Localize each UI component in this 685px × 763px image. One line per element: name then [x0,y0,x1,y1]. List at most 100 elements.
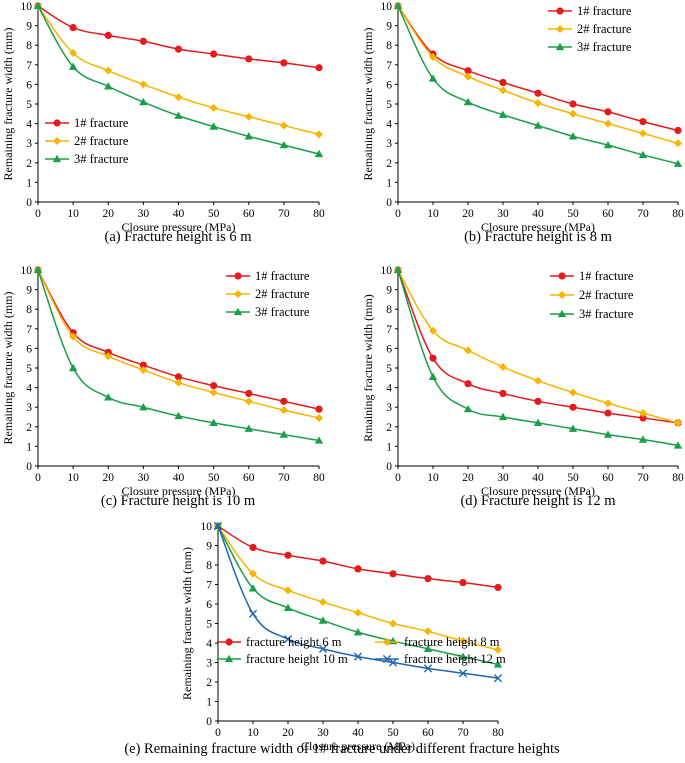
legend: 1# fracture 2# fracture 3# fracture [226,269,310,319]
data-point-s1-6 [604,108,612,116]
chart-caption: (a) Fracture height is 6 m [105,229,253,245]
legend-label: 1# fracture [255,269,310,283]
y-tick-label: 5 [386,99,392,111]
data-point-s2-6 [244,112,253,121]
data-point-s2-2 [104,66,113,75]
chart-caption: (e) Remaining fracture width of 1# fract… [124,741,560,757]
y-tick-label: 3 [26,138,32,150]
x-tick-label: 40 [173,208,185,220]
data-point-s1-1 [69,23,77,32]
x-tick-label: 30 [317,727,329,739]
data-point-s2-4 [534,99,542,108]
data-point-s1-4 [174,373,183,381]
data-point-s3-2 [283,603,293,612]
x-tick-label: 80 [313,472,325,484]
data-point-s2-8 [674,139,682,148]
data-point-s2-6 [244,397,253,406]
data-point-s3-1 [428,74,438,82]
legend-marker [224,654,234,663]
y-tick-label: 9 [26,285,32,297]
y-tick-label: 8 [206,560,212,572]
data-point-s2-5 [569,388,577,397]
chart-panel-4: 0 1 2 3 4 5 6 7 8 9 10 0 10 20 30 40 50 60 70 80 Closure pre… [361,265,684,509]
data-point-s2-6 [604,399,612,408]
data-point-s3-7 [638,435,648,443]
data-point-s2-2 [464,346,472,355]
legend-marker [558,291,566,299]
x-tick-label: 80 [313,208,325,220]
x-tick-label: 70 [278,472,290,484]
legend-label: 3# fracture [577,40,632,54]
chart-panel-3: 0 1 2 3 4 5 6 7 8 9 10 0 10 20 30 40 50 60 70 80 Closure pre… [1,265,325,509]
y-tick-label: 2 [26,422,32,434]
x-tick-label: 60 [602,472,614,484]
y-tick-label: 7 [26,324,32,336]
data-point-s2-2 [284,586,292,595]
data-point-s3-0 [33,265,43,274]
data-point-s1-6 [424,575,432,583]
chart-panel-2: 0 1 2 3 4 5 6 7 8 9 10 0 10 20 30 40 50 60 70 80 Closure pre… [361,1,684,245]
data-point-s3-6 [603,140,613,149]
data-point-s3-2 [463,97,473,106]
data-point-s3-7 [279,430,289,438]
y-tick-label: 5 [206,619,212,631]
data-point-s4-5 [388,658,398,667]
data-point-s3-4 [353,628,363,636]
data-point-s3-8 [314,436,324,444]
y-tick-label: 9 [386,21,392,33]
data-point-s3-6 [423,644,433,652]
legend-marker [234,272,242,280]
data-point-s2-1 [249,569,257,578]
data-point-s1-3 [139,37,147,45]
chart-panel-1: 0 1 2 3 4 5 6 7 8 9 10 0 10 20 30 40 50 60 70 80 Closure pre… [1,1,325,245]
data-point-s1-7 [459,578,467,587]
legend-label: 3# fracture [579,307,634,321]
data-point-s2-4 [534,376,542,385]
data-point-s2-6 [424,627,432,636]
data-point-s2-7 [639,409,647,418]
data-point-s1-8 [494,583,502,592]
y-tick-label: 9 [26,21,32,33]
y-tick-label: 7 [386,324,392,336]
x-tick-label: 10 [67,472,79,484]
data-point-s3-5 [209,418,218,427]
y-tick-label: 2 [206,677,212,689]
data-point-s1-5 [569,403,577,411]
data-point-s4-8 [493,674,503,683]
series-line-1 [397,5,679,132]
x-tick-label: 70 [457,727,469,739]
data-point-s1-6 [604,409,612,417]
data-point-s2-8 [315,413,323,422]
data-point-s3-3 [139,403,148,411]
y-tick-label: 1 [206,697,212,709]
x-tick-label: 0 [35,472,41,484]
data-point-s4-2 [283,635,293,644]
y-axis-label: Remaining fracture width (mm) [180,547,194,700]
data-point-s2-3 [139,365,148,374]
y-tick-label: 0 [206,716,212,728]
data-point-s3-7 [279,140,289,149]
y-tick-label: 1 [386,177,392,189]
x-tick-label: 50 [208,472,220,484]
data-point-s1-2 [104,31,112,39]
data-point-s3-5 [568,132,578,140]
y-tick-label: 3 [386,138,392,150]
legend-marker [53,119,61,127]
data-point-s2-8 [674,418,682,427]
data-point-s2-2 [464,72,472,81]
y-tick-label: 8 [26,304,32,316]
legend: 1# fracture 2# fracture 3# fracture [548,4,632,54]
y-tick-label: 10 [381,265,393,277]
data-point-s4-4 [353,652,363,661]
chart-panel-5: 0 1 2 3 4 5 6 7 8 9 10 0 10 20 30 40 50 60 70 80 Closure pre… [124,521,560,757]
legend-label: 3# fracture [74,152,129,166]
y-tick-label: 7 [386,60,392,72]
data-point-s2-3 [499,363,507,372]
data-point-s2-1 [429,326,437,335]
x-tick-label: 30 [138,208,150,220]
chart-caption: (c) Fracture height is 10 m [101,493,256,509]
data-point-s4-1 [248,609,258,618]
data-point-s1-6 [245,55,253,63]
data-point-s3-1 [68,62,78,70]
x-tick-label: 0 [395,472,401,484]
